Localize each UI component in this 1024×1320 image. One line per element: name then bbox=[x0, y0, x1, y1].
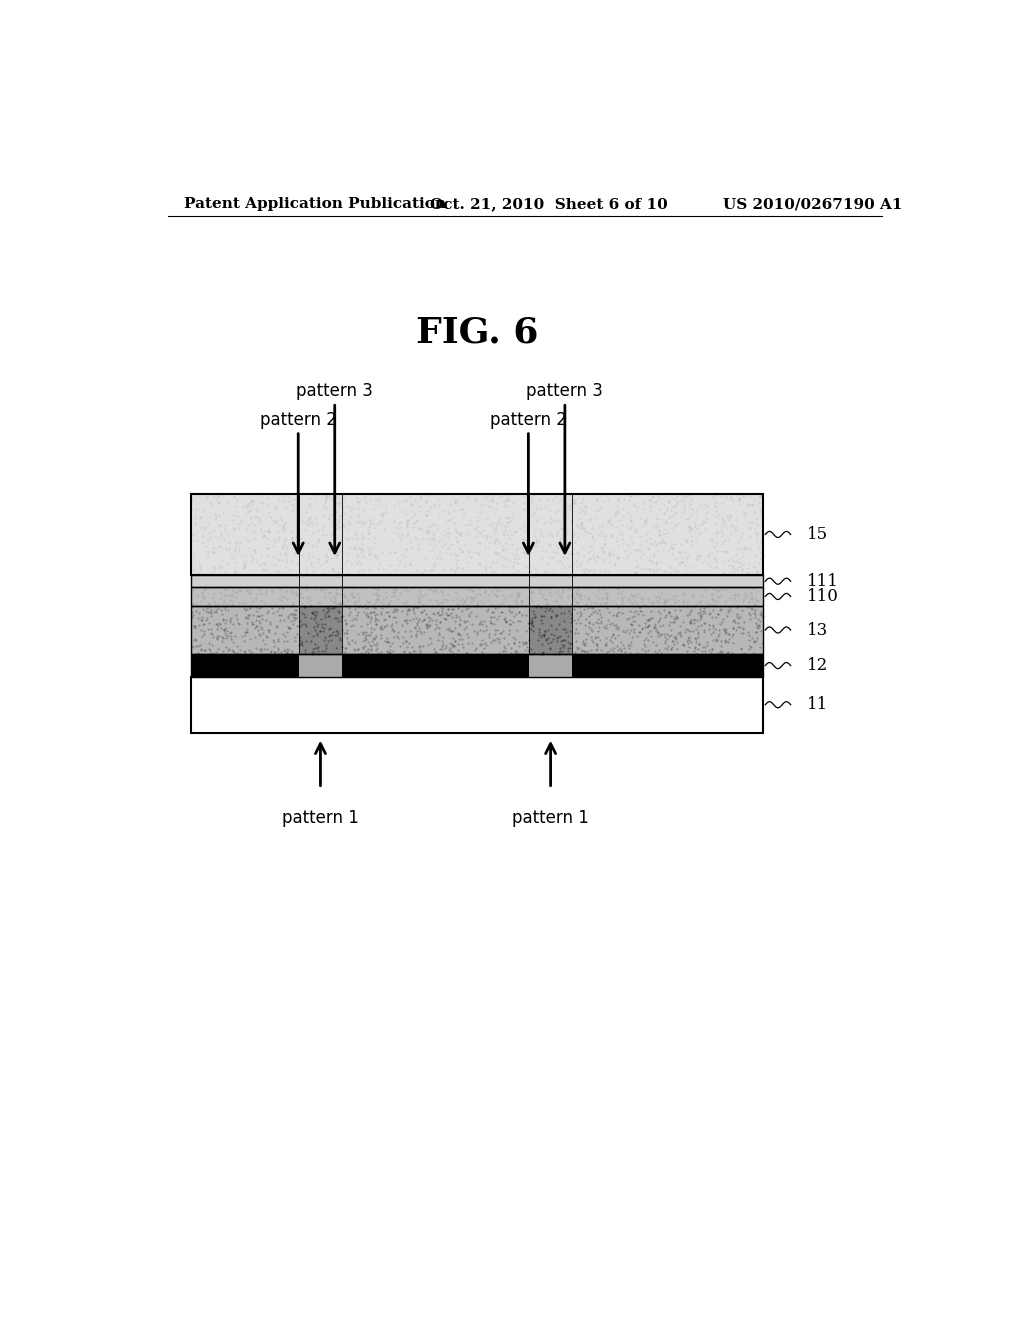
Bar bbox=[191, 494, 763, 576]
Bar bbox=[528, 655, 572, 677]
Text: pattern 1: pattern 1 bbox=[282, 809, 358, 826]
Text: pattern 2: pattern 2 bbox=[260, 411, 337, 429]
Bar bbox=[191, 677, 763, 733]
Bar bbox=[191, 576, 763, 587]
Text: 12: 12 bbox=[807, 657, 827, 675]
Text: 111: 111 bbox=[807, 573, 839, 590]
Text: Oct. 21, 2010  Sheet 6 of 10: Oct. 21, 2010 Sheet 6 of 10 bbox=[430, 197, 668, 211]
Text: pattern 1: pattern 1 bbox=[512, 809, 589, 826]
Bar bbox=[299, 606, 342, 655]
Text: 13: 13 bbox=[807, 622, 827, 639]
Text: pattern 3: pattern 3 bbox=[296, 383, 373, 400]
Bar bbox=[191, 576, 763, 587]
Text: pattern 2: pattern 2 bbox=[489, 411, 567, 429]
Bar bbox=[299, 655, 342, 677]
Text: 11: 11 bbox=[807, 696, 827, 713]
Text: 110: 110 bbox=[807, 587, 839, 605]
Bar bbox=[191, 655, 299, 677]
Text: US 2010/0267190 A1: US 2010/0267190 A1 bbox=[723, 197, 903, 211]
Bar bbox=[191, 606, 763, 655]
Bar bbox=[528, 606, 572, 655]
Bar bbox=[191, 587, 763, 606]
Text: pattern 3: pattern 3 bbox=[526, 383, 603, 400]
Text: Patent Application Publication: Patent Application Publication bbox=[183, 197, 445, 211]
Bar bbox=[191, 606, 763, 655]
Bar bbox=[191, 494, 763, 576]
Bar bbox=[342, 655, 528, 677]
Bar bbox=[191, 655, 763, 677]
Text: 15: 15 bbox=[807, 525, 827, 543]
Bar bbox=[191, 587, 763, 606]
Text: FIG. 6: FIG. 6 bbox=[416, 315, 539, 350]
Bar bbox=[572, 655, 763, 677]
